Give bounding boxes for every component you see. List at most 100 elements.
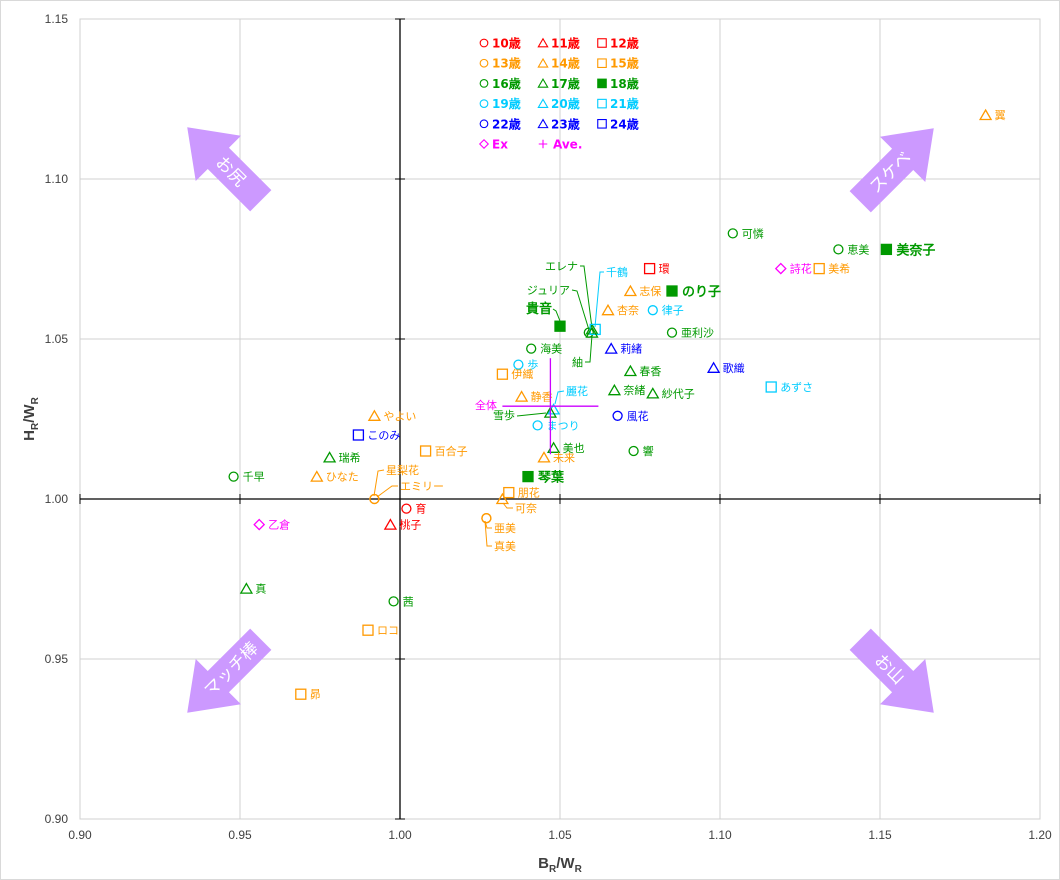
- point-label: 乙倉: [268, 518, 290, 532]
- data-point: 奈緒: [607, 383, 645, 397]
- data-point: あずさ: [765, 381, 813, 394]
- data-point: 茜: [388, 595, 414, 608]
- legend-item: 20歳: [537, 96, 580, 111]
- point-label: ジュリア: [527, 284, 570, 297]
- data-point: ロコ: [362, 624, 399, 637]
- axis-title-part: /W: [21, 404, 38, 423]
- leader-line: [580, 265, 593, 329]
- legend-label: 22歳: [492, 116, 521, 131]
- legend-label: Ex: [492, 138, 508, 152]
- arrow-shape: [187, 127, 272, 212]
- point-label: 奈緒: [623, 383, 645, 397]
- point-marker: [666, 327, 678, 338]
- x-tick-label: 1.05: [548, 828, 572, 842]
- average-point: 全体: [475, 358, 599, 455]
- point-label: 詩花: [790, 263, 812, 276]
- legend-item: 10歳: [479, 36, 521, 51]
- point-label: 亜美: [494, 522, 516, 535]
- legend-marker: [479, 79, 489, 88]
- data-point: 千鶴: [589, 265, 628, 336]
- legend-item: 14歳: [537, 56, 580, 71]
- data-point: 可憐: [727, 227, 764, 240]
- axis-title-part: /W: [556, 855, 575, 872]
- point-marker: [239, 582, 254, 594]
- legend-label: 10歳: [492, 36, 521, 51]
- point-marker: [647, 305, 658, 316]
- y-tick-label: 1.00: [45, 492, 69, 506]
- point-label: 美奈子: [896, 242, 935, 258]
- legend-marker: [597, 38, 607, 48]
- point-label: 未来: [553, 451, 575, 464]
- point-marker: [388, 596, 399, 607]
- data-point: 詩花: [774, 263, 812, 276]
- point-label: 可奈: [515, 501, 537, 515]
- point-label: 真: [255, 582, 266, 596]
- data-point: 朋花: [503, 487, 540, 500]
- leader-line: [516, 412, 547, 417]
- point-label: 昴: [310, 688, 321, 701]
- point-marker: [513, 359, 524, 370]
- point-label: ロコ: [377, 624, 399, 637]
- point-label: 亜利沙: [681, 327, 714, 340]
- data-point: 歌織: [706, 361, 745, 375]
- point-label: 美也: [563, 442, 585, 455]
- legend-label: 13歳: [492, 56, 521, 71]
- point-label: 育: [415, 502, 426, 516]
- data-point: 春香: [623, 364, 661, 378]
- data-point: 翼: [978, 108, 1006, 122]
- point-marker: [322, 451, 337, 463]
- point-label: まつり: [547, 419, 580, 432]
- leader-line: [585, 334, 593, 363]
- legend-label: 19歳: [492, 96, 521, 111]
- data-point: のり子: [666, 285, 721, 300]
- arrow-shape: [849, 628, 934, 713]
- legend-label: 12歳: [610, 36, 639, 51]
- axis-title-part: R: [30, 422, 41, 430]
- y-tick-label: 1.15: [45, 12, 69, 26]
- point-marker: [253, 518, 266, 531]
- point-marker: [352, 429, 365, 441]
- point-label: 朋花: [518, 487, 540, 500]
- point-marker: [727, 228, 738, 239]
- point-label: 恵美: [847, 242, 869, 256]
- point-label: 千鶴: [606, 265, 628, 279]
- point-marker: [833, 244, 844, 255]
- point-label: エレナ: [545, 260, 578, 273]
- legend-label: Ave.: [553, 138, 582, 152]
- data-point: 百合子: [419, 444, 468, 458]
- legend-label: 21歳: [610, 96, 639, 111]
- data-point: やよい: [367, 409, 416, 423]
- legend-marker: [537, 37, 549, 48]
- average-label: 全体: [475, 398, 497, 412]
- legend-marker: [597, 58, 607, 69]
- axis-title-part: R: [30, 396, 41, 404]
- point-marker: [601, 303, 615, 316]
- point-label: 可憐: [742, 227, 764, 240]
- legend-marker: [479, 119, 489, 129]
- x-tick-label: 0.90: [68, 828, 92, 842]
- point-label: あずさ: [780, 381, 813, 394]
- point-marker: [978, 108, 993, 121]
- point-marker: [295, 688, 307, 700]
- axis-title-part: R: [575, 864, 583, 875]
- point-label: 星梨花: [386, 463, 419, 477]
- legend-marker: [537, 98, 549, 108]
- legend-marker: [538, 139, 548, 149]
- data-point: 響: [628, 444, 654, 458]
- legend-item: 23歳: [537, 116, 580, 131]
- data-point: 真: [239, 582, 266, 596]
- point-label: 百合子: [435, 444, 468, 458]
- data-point: 貴音: [526, 301, 566, 332]
- point-label: 環: [659, 263, 670, 276]
- data-point: 紬: [572, 326, 599, 369]
- data-point: 美希: [813, 262, 850, 276]
- leader-line: [484, 520, 492, 547]
- point-label: エミリー: [400, 480, 444, 493]
- point-marker: [765, 381, 777, 393]
- point-label: 春香: [639, 365, 661, 378]
- data-point: 静香: [514, 390, 553, 404]
- point-label: 翼: [995, 109, 1006, 122]
- point-marker: [228, 471, 239, 482]
- leader-line: [552, 308, 561, 322]
